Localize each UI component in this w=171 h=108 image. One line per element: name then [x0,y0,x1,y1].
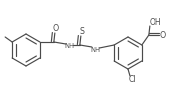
Text: OH: OH [150,18,162,27]
Text: NH: NH [91,47,101,52]
Text: S: S [79,27,84,36]
Text: NH: NH [65,44,75,49]
Text: Cl: Cl [128,75,136,84]
Text: O: O [53,24,59,33]
Text: O: O [160,30,166,40]
